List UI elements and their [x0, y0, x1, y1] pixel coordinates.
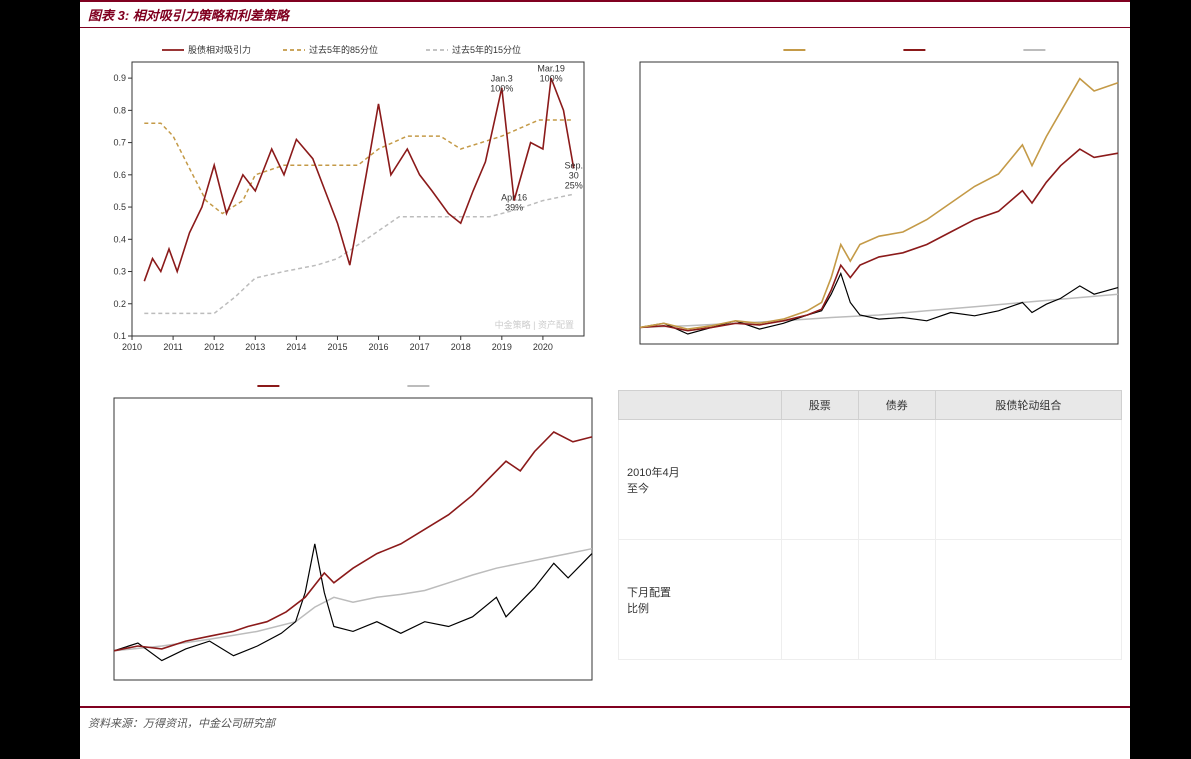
svg-text:股债相对吸引力: 股债相对吸引力 — [188, 44, 251, 55]
svg-text:30: 30 — [569, 170, 579, 180]
svg-text:Jan.3: Jan.3 — [491, 73, 513, 83]
svg-text:2011: 2011 — [163, 342, 182, 352]
svg-text:39%: 39% — [505, 203, 523, 213]
svg-text:2016: 2016 — [369, 342, 389, 352]
svg-text:2015: 2015 — [327, 342, 347, 352]
svg-text:25%: 25% — [565, 180, 583, 190]
source-bar: 资料来源：万得资讯，中金公司研究部 — [80, 706, 1130, 738]
table-row1-label: 2010年4月 至今 — [619, 420, 782, 540]
table-row2-bond — [858, 540, 935, 660]
chart-relative-attractiveness: 0.1 0.2 0.3 0.4 0.5 0.6 0.7 0.8 0.9 2010 2011 2012 2… — [84, 34, 604, 364]
table-header-row: 股票 债券 股债轮动组合 — [619, 391, 1122, 420]
svg-text:0.8: 0.8 — [113, 105, 126, 115]
table-row1-stock — [781, 420, 858, 540]
chart-cumulative-returns — [610, 34, 1130, 364]
charts-grid: 0.1 0.2 0.3 0.4 0.5 0.6 0.7 0.8 0.9 2010 2011 2012 2… — [80, 28, 1130, 706]
chart1-svg: 0.1 0.2 0.3 0.4 0.5 0.6 0.7 0.8 0.9 2010 2011 2012 2… — [84, 34, 604, 364]
table-row: 下月配置 比例 — [619, 540, 1122, 660]
chart-strategy-vs-benchmark — [84, 370, 604, 700]
performance-table-wrap: 股票 债券 股债轮动组合 2010年4月 至今 下 — [610, 370, 1130, 700]
svg-text:2012: 2012 — [204, 342, 224, 352]
svg-text:0.2: 0.2 — [113, 299, 126, 309]
table-header-blank — [619, 391, 782, 420]
figure-title-bar: 图表 3: 相对吸引力策略和利差策略 — [80, 0, 1130, 28]
table-header-stock: 股票 — [781, 391, 858, 420]
svg-text:2017: 2017 — [410, 342, 430, 352]
svg-text:2010: 2010 — [122, 342, 142, 352]
chart3-svg — [84, 370, 604, 700]
svg-text:0.5: 0.5 — [113, 202, 126, 212]
chart2-svg — [610, 34, 1130, 364]
svg-text:中金策略 | 资产配置: 中金策略 | 资产配置 — [495, 319, 574, 330]
report-page: 图表 3: 相对吸引力策略和利差策略 0.1 0.2 0.3 0.4 0.5 0.6 0.7… — [80, 0, 1130, 759]
svg-text:过去5年的85分位: 过去5年的85分位 — [309, 44, 378, 55]
svg-text:2014: 2014 — [286, 342, 306, 352]
table-header-rotation: 股债轮动组合 — [935, 391, 1121, 420]
svg-text:2020: 2020 — [533, 342, 553, 352]
chart3-plot — [114, 386, 592, 680]
table-row2-rot — [935, 540, 1121, 660]
chart1-plot: 0.1 0.2 0.3 0.4 0.5 0.6 0.7 0.8 0.9 2010 2011 2012 2… — [113, 44, 584, 352]
table-row2-label: 下月配置 比例 — [619, 540, 782, 660]
svg-text:2013: 2013 — [245, 342, 265, 352]
svg-text:0.4: 0.4 — [113, 234, 126, 244]
svg-text:0.9: 0.9 — [113, 73, 126, 83]
svg-text:2019: 2019 — [492, 342, 512, 352]
svg-text:0.1: 0.1 — [113, 331, 126, 341]
source-text: 资料来源：万得资讯，中金公司研究部 — [88, 718, 275, 730]
svg-text:100%: 100% — [490, 83, 513, 93]
table-row: 2010年4月 至今 — [619, 420, 1122, 540]
table-header-bond: 债券 — [858, 391, 935, 420]
performance-table: 股票 债券 股债轮动组合 2010年4月 至今 下 — [618, 390, 1122, 660]
svg-text:0.3: 0.3 — [113, 267, 126, 277]
svg-text:0.7: 0.7 — [113, 138, 126, 148]
performance-table-cell: 股票 债券 股债轮动组合 2010年4月 至今 下 — [610, 370, 1130, 700]
svg-text:0.6: 0.6 — [113, 170, 126, 180]
svg-text:Mar.19: Mar.19 — [537, 64, 565, 74]
svg-text:100%: 100% — [540, 74, 563, 84]
chart2-plot — [640, 50, 1118, 344]
table-row1-rot — [935, 420, 1121, 540]
figure-title: 图表 3: 相对吸引力策略和利差策略 — [88, 5, 289, 24]
svg-text:过去5年的15分位: 过去5年的15分位 — [452, 44, 521, 55]
svg-text:Sep.: Sep. — [564, 160, 583, 170]
table-row1-bond — [858, 420, 935, 540]
table-row2-stock — [781, 540, 858, 660]
svg-text:2018: 2018 — [451, 342, 471, 352]
svg-text:Apr.16: Apr.16 — [501, 193, 527, 203]
